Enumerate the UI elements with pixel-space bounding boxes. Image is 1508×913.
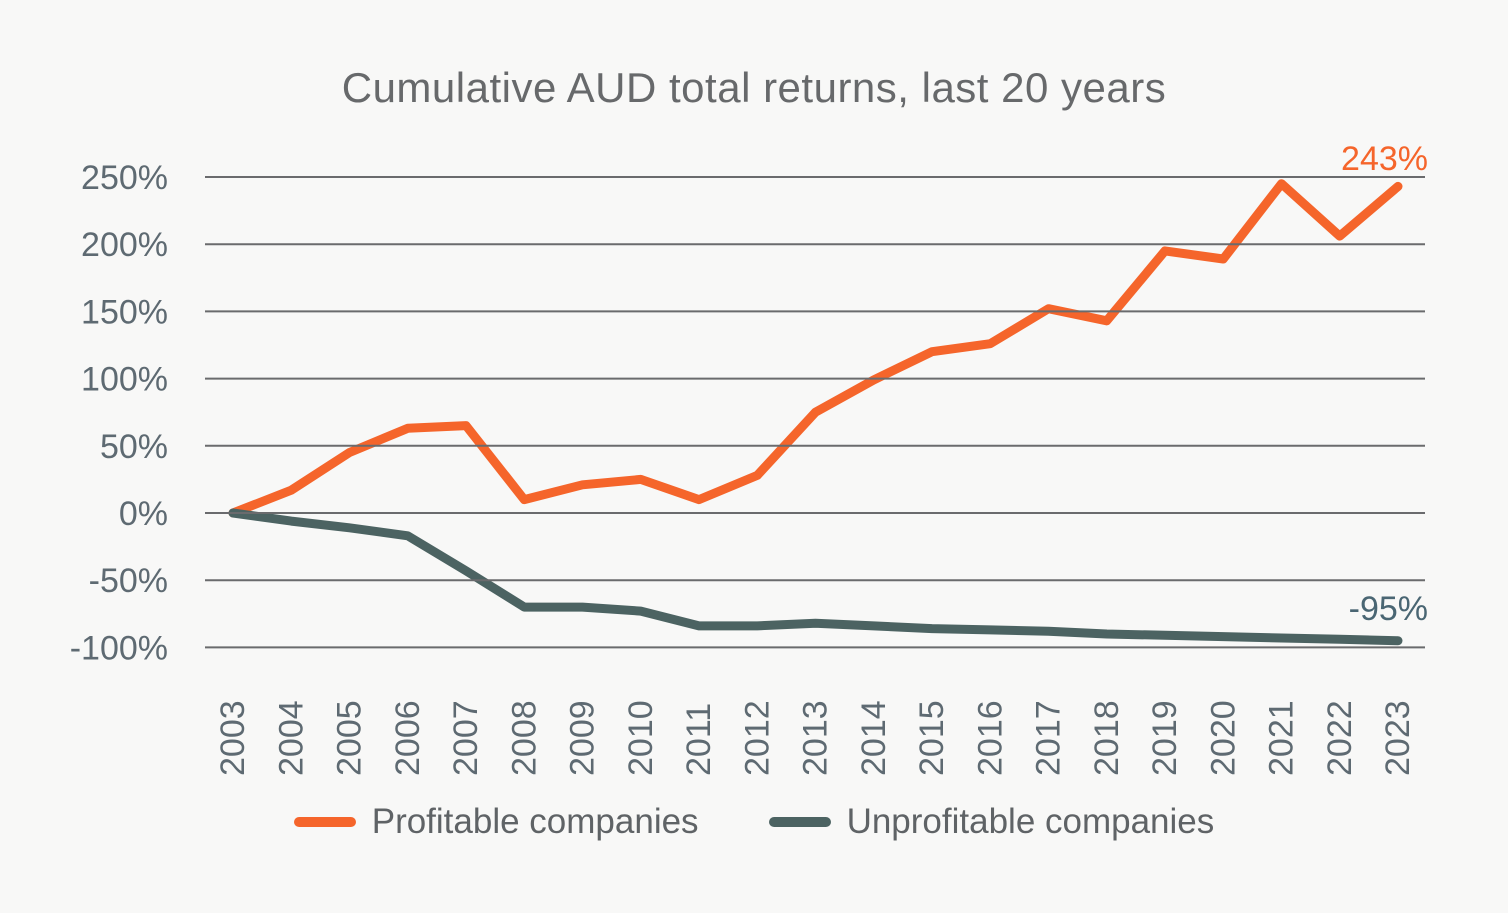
x-tick-label-2012: 2012 (738, 700, 776, 776)
x-tick-label-2007: 2007 (447, 700, 485, 776)
y-tick-label-250: 250% (81, 159, 168, 197)
y-tick-label-200: 200% (81, 226, 168, 264)
chart-plot-area: 250% 200% 150% 100% 50% 0% -50% -100% 2003 2004 20… (70, 140, 1428, 776)
legend: Profitable companies Unprofitable compan… (0, 802, 1508, 842)
x-tick-label-2021: 2021 (1263, 700, 1301, 776)
legend-item-profitable-companies: Profitable companies (293, 802, 699, 842)
end-label-profitable-companies: 243% (1341, 140, 1428, 178)
x-tick-label-2009: 2009 (564, 700, 602, 776)
x-tick-label-2006: 2006 (389, 700, 427, 776)
x-tick-label-2018: 2018 (1088, 700, 1126, 776)
x-tick-label-2023: 2023 (1379, 700, 1417, 776)
x-tick-label-2022: 2022 (1321, 700, 1359, 776)
x-tick-label-2008: 2008 (505, 700, 543, 776)
y-tick-label-0: 0% (119, 495, 168, 533)
x-tick-label-2013: 2013 (797, 700, 835, 776)
y-tick-label--100: -100% (70, 629, 168, 667)
y-tick-label--50: -50% (89, 562, 168, 600)
legend-item-unprofitable-companies: Unprofitable companies (768, 802, 1215, 842)
legend-label-profitable: Profitable companies (371, 802, 699, 841)
x-tick-label-2005: 2005 (331, 700, 369, 776)
chart-title: Cumulative AUD total returns, last 20 ye… (341, 64, 1167, 111)
series-line-unprofitable-companies (228, 508, 1403, 646)
x-tick-label-2003: 2003 (214, 700, 252, 776)
x-tick-label-2004: 2004 (272, 700, 310, 776)
x-tick-label-2014: 2014 (855, 700, 893, 776)
legend-swatch-profitable-line (293, 817, 356, 827)
legend-label-unprofitable: Unprofitable companies (846, 802, 1215, 841)
x-tick-label-2019: 2019 (1146, 700, 1184, 776)
series-line-profitable-companies (228, 179, 1403, 518)
x-tick-label-2020: 2020 (1204, 700, 1242, 776)
x-tick-label-2015: 2015 (913, 700, 951, 776)
y-tick-label-50: 50% (100, 428, 168, 466)
y-tick-label-150: 150% (81, 293, 168, 331)
x-tick-label-2016: 2016 (971, 700, 1009, 776)
y-tick-label-100: 100% (81, 361, 168, 399)
x-tick-label-2011: 2011 (680, 703, 718, 776)
legend-swatch-unprofitable-line (768, 817, 831, 827)
x-tick-label-2017: 2017 (1030, 700, 1068, 776)
end-label-unprofitable-companies: -95% (1349, 590, 1428, 628)
x-tick-label-2010: 2010 (622, 700, 660, 776)
